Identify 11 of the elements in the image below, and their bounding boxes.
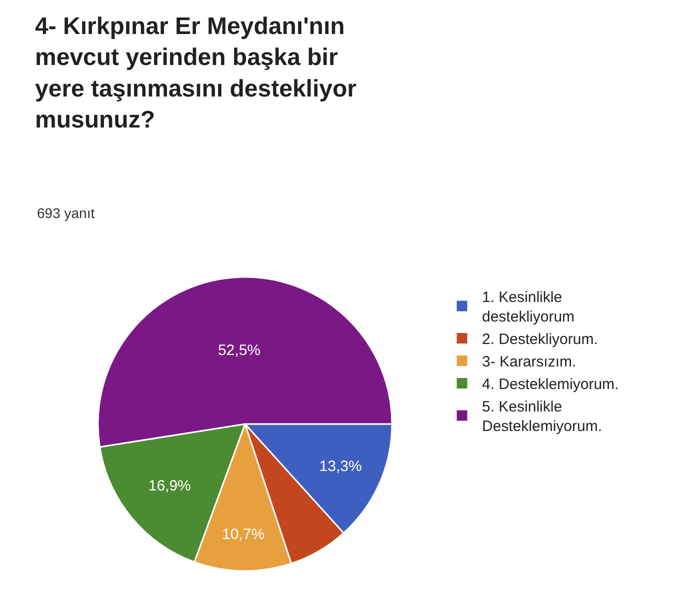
data-label: 16,9%: [148, 477, 191, 494]
legend-label: 3- Kararsızım.: [482, 354, 576, 371]
legend-label: 4. Desteklemiyorum.: [482, 376, 619, 394]
data-label: 10,7%: [222, 526, 265, 544]
legend-label: 5. Kesinlikle Desteklemiyorum.: [482, 398, 602, 436]
chart-title: 4- Kırkpınar Er Meydanı'nın mevcut yerinden başka bir yere taşınmasını destekliyor musunuz?: [35, 13, 356, 134]
data-label: 52,5%: [218, 342, 261, 360]
data-label: 13,3%: [319, 458, 362, 475]
legend-label: 2. Destekliyorum.: [482, 331, 598, 348]
chart-subtitle: 693 yanıt: [37, 205, 95, 221]
legend-label: 1. Kesinlikle destekliyorum: [482, 289, 575, 326]
